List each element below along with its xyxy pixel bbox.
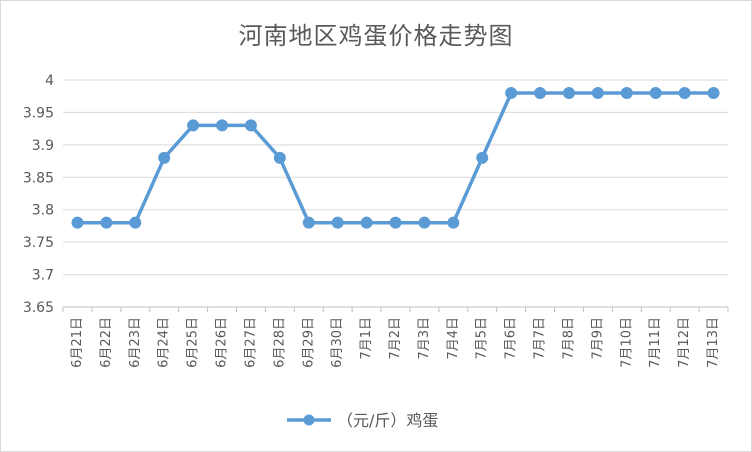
y-tick-label: 3.95 [23, 105, 54, 121]
legend: （元/斤）鸡蛋 [287, 411, 438, 430]
x-tick-label: 6月24日 [157, 317, 172, 368]
x-tick-label: 7月5日 [475, 317, 490, 360]
x-tick-label: 7月13日 [706, 317, 721, 368]
series-layer [71, 86, 720, 229]
x-tick-label: 7月3日 [417, 317, 432, 360]
y-axis: 3.65 3.7 3.75 3.8 3.85 3.9 3.95 4 [23, 73, 54, 316]
y-tick-label: 3.85 [23, 170, 54, 186]
data-point [534, 86, 547, 99]
x-tick-label: 6月23日 [128, 317, 143, 368]
data-point [505, 86, 518, 99]
x-tick-label: 7月1日 [359, 317, 374, 360]
data-point [649, 86, 662, 99]
x-tick-label: 6月22日 [99, 317, 114, 368]
data-point [707, 86, 720, 99]
y-tick-label: 4 [45, 73, 54, 89]
data-point [476, 151, 489, 164]
x-tick-label: 7月7日 [533, 317, 548, 360]
data-point [71, 216, 84, 229]
x-tick-label: 7月10日 [619, 317, 634, 368]
data-point [100, 216, 113, 229]
data-point [216, 119, 229, 132]
x-tick-label: 7月6日 [504, 317, 519, 360]
y-tick-label: 3.75 [23, 235, 54, 251]
gridlines [63, 79, 728, 308]
y-tick-label: 3.65 [23, 300, 54, 316]
x-tick-label: 6月30日 [330, 317, 345, 368]
x-tick-label: 6月25日 [186, 317, 201, 368]
data-point [389, 216, 402, 229]
x-tick-label: 6月21日 [70, 317, 85, 368]
data-point [591, 86, 604, 99]
data-point [562, 86, 575, 99]
data-point [129, 216, 142, 229]
data-point [331, 216, 344, 229]
data-point [360, 216, 373, 229]
x-tick-label: 6月26日 [215, 317, 230, 368]
y-tick-label: 3.7 [32, 268, 54, 284]
data-point [418, 216, 431, 229]
legend-label: （元/斤）鸡蛋 [337, 411, 438, 430]
data-point [620, 86, 633, 99]
data-point [273, 151, 286, 164]
x-tick-label: 7月4日 [446, 317, 461, 360]
data-point [158, 151, 171, 164]
data-point [302, 216, 315, 229]
x-tick-label: 7月12日 [677, 317, 692, 368]
data-point [447, 216, 460, 229]
chart-title: 河南地区鸡蛋价格走势图 [238, 22, 514, 50]
y-tick-label: 3.8 [32, 203, 54, 219]
x-tick-label: 7月11日 [648, 317, 663, 368]
legend-swatch-marker [303, 414, 315, 426]
x-tick-label: 6月27日 [243, 317, 258, 368]
x-tick-label: 7月8日 [561, 317, 576, 360]
data-point [244, 119, 257, 132]
data-point [187, 119, 200, 132]
x-tick-label: 6月28日 [272, 317, 287, 368]
x-tick-label: 6月29日 [301, 317, 316, 368]
y-tick-label: 3.9 [32, 138, 54, 154]
x-tick-label: 7月2日 [388, 317, 403, 360]
data-point [678, 86, 691, 99]
x-axis: 6月21日 6月22日 6月23日 6月24日 6月25日 6月26日 6月27日 6月28日… [62, 307, 729, 368]
x-tick-label: 7月9日 [590, 317, 605, 360]
